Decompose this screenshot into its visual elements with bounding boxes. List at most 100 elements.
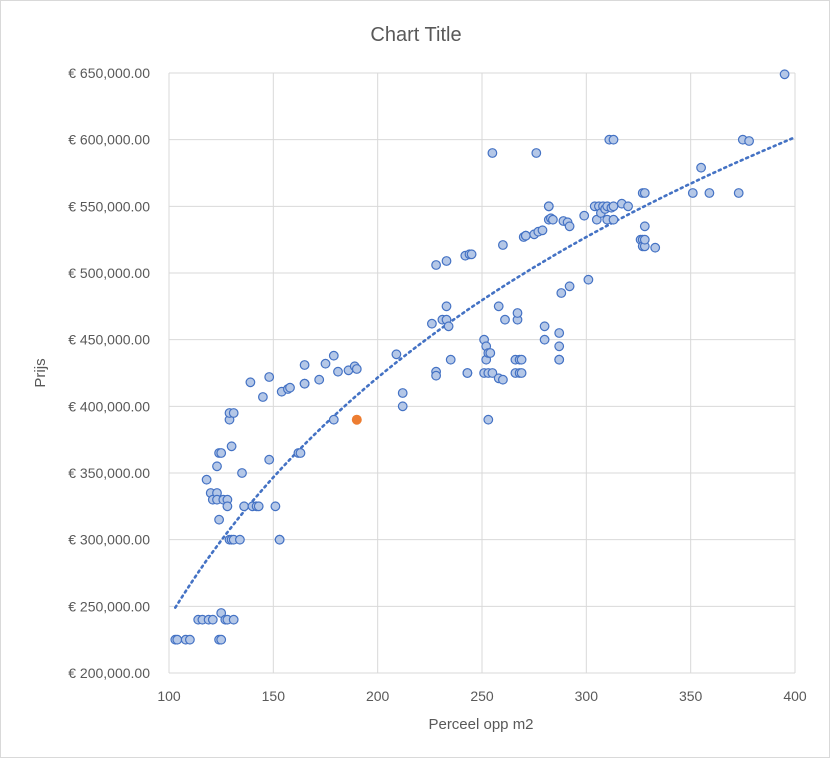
data-point [623, 201, 633, 212]
data-point [397, 401, 408, 412]
data-point [548, 214, 558, 225]
data-point [184, 634, 195, 645]
data-point [500, 314, 510, 325]
y-tick-label: € 500,000.00 [68, 265, 150, 281]
x-tick-label: 300 [575, 688, 599, 704]
data-point [608, 214, 619, 225]
data-point [539, 334, 550, 345]
data-point [172, 634, 183, 645]
data-point [608, 134, 619, 145]
data-point [696, 162, 706, 173]
data-point [744, 136, 754, 146]
data-point [498, 240, 508, 250]
data-point [537, 225, 548, 236]
data-point [704, 188, 715, 198]
data-point [299, 360, 310, 370]
data-point [639, 221, 650, 232]
y-tick-label: € 650,000.00 [68, 65, 150, 81]
data-point [462, 368, 473, 378]
x-tick-label: 150 [262, 688, 286, 704]
data-point [222, 501, 233, 512]
data-point [579, 210, 590, 221]
data-point [237, 468, 247, 478]
y-tick-label: € 450,000.00 [68, 332, 150, 348]
data-point [539, 321, 550, 332]
data-point [445, 354, 456, 365]
data-point [733, 188, 744, 198]
y-tick-label: € 350,000.00 [68, 465, 150, 481]
y-tick-label: € 300,000.00 [68, 532, 150, 548]
y-tick-label: € 400,000.00 [68, 398, 150, 414]
data-point [512, 308, 523, 318]
data-point [228, 614, 239, 625]
y-tick-label: € 600,000.00 [68, 132, 150, 148]
data-point [564, 281, 575, 292]
data-point [285, 382, 295, 393]
data-point [214, 514, 225, 525]
data-point [314, 374, 325, 385]
highlighted-data-point [351, 414, 362, 425]
data-point [207, 614, 218, 625]
points-layer [170, 69, 790, 645]
data-point [239, 501, 250, 512]
data-point [639, 234, 650, 245]
data-point [264, 372, 275, 382]
data-point [516, 354, 527, 365]
data-point [554, 328, 565, 338]
data-point [498, 374, 508, 385]
y-axis-label: Prijs [32, 358, 49, 387]
data-point [441, 301, 452, 312]
data-point [779, 69, 790, 80]
y-tick-label: € 200,000.00 [68, 665, 150, 681]
data-point [391, 349, 402, 360]
data-point [487, 368, 498, 378]
x-tick-label: 100 [157, 688, 181, 704]
y-axis-ticks: € 200,000.00 € 250,000.00 € 300,000.00 € 35… [68, 65, 150, 681]
data-point [650, 242, 661, 253]
x-axis-label: Perceel opp m2 [428, 716, 533, 733]
data-point [234, 534, 245, 545]
trendline [174, 136, 797, 609]
x-tick-label: 200 [366, 688, 390, 704]
data-point [228, 408, 239, 418]
data-point [516, 368, 527, 378]
data-point [201, 474, 212, 485]
x-tick-label: 250 [470, 688, 494, 704]
data-point [554, 354, 565, 365]
data-point [583, 274, 594, 285]
data-point [226, 441, 237, 452]
data-point [543, 201, 554, 212]
data-point [253, 501, 264, 512]
data-point [216, 634, 227, 645]
data-point [520, 230, 531, 241]
data-point [554, 341, 565, 352]
data-point [564, 221, 575, 232]
data-point [687, 188, 698, 198]
data-point [295, 448, 306, 458]
trendline-layer [174, 136, 797, 609]
data-point [216, 448, 227, 458]
data-point [443, 321, 454, 332]
y-tick-label: € 550,000.00 [68, 198, 150, 214]
y-tick-label: € 250,000.00 [68, 598, 150, 614]
data-point [483, 414, 494, 425]
data-point [487, 148, 498, 158]
data-point [212, 461, 222, 472]
data-point [531, 148, 542, 158]
data-point [320, 358, 331, 369]
data-point [274, 534, 285, 545]
data-point [328, 350, 339, 361]
data-point [639, 188, 650, 198]
data-point [333, 366, 343, 377]
data-point [328, 414, 339, 425]
data-point [299, 378, 310, 389]
x-tick-label: 350 [679, 688, 703, 704]
data-point [466, 249, 477, 260]
data-point [264, 454, 275, 465]
data-point [556, 288, 567, 298]
data-point [270, 501, 281, 512]
data-point [431, 260, 442, 270]
chart-title: Chart Title [370, 24, 461, 46]
